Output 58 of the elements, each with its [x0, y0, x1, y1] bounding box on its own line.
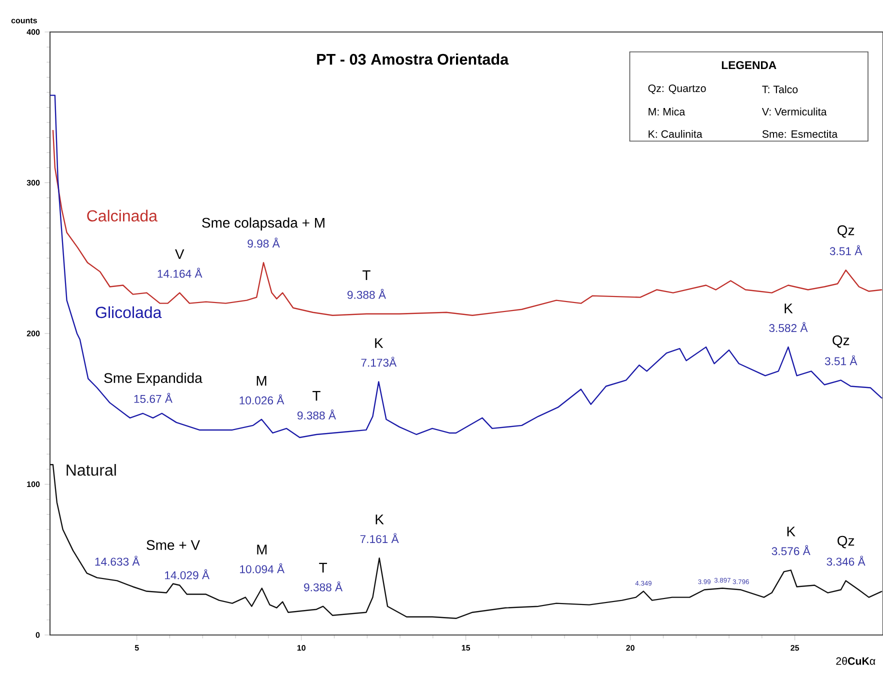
y-axis-title: counts [11, 18, 37, 24]
annotation: M [256, 376, 266, 386]
annotation: 14.633 Å [95, 556, 140, 566]
x-tick-label: 20 [626, 645, 634, 651]
annotation: 10.026 Å [240, 394, 284, 404]
annotation: K [376, 514, 384, 524]
line-series [49, 464, 883, 619]
annotation: 9.388 Å [304, 581, 343, 592]
series-label: Glicolada [96, 306, 162, 318]
annotation: V: Vermiculita [762, 108, 827, 116]
x-tick-label: 15 [462, 645, 470, 651]
text: PT - 03 Amostra Orientada [317, 53, 509, 65]
annotation: 3.51 Å [830, 245, 862, 256]
annotation: Qz [838, 536, 854, 548]
x-axis-title: 2θCuKα [836, 657, 876, 665]
annotation: K [375, 338, 384, 348]
y-tick-label: 300 [26, 180, 40, 186]
series-label: Natural [66, 464, 116, 476]
annotation: 7.161 Å [360, 533, 399, 544]
annotation: Qz [832, 335, 850, 348]
annotation: 3.576 Å [772, 545, 810, 556]
annotation: T [312, 391, 320, 401]
line-series [49, 94, 883, 438]
annotation: 9.388 Å [347, 288, 386, 299]
annotation: 15.67 Å [134, 392, 172, 403]
annotation: Sme + V [146, 540, 200, 550]
annotation: T [362, 270, 370, 280]
annotation: K [787, 526, 796, 536]
annotation: Qz: Quartzo [648, 84, 706, 94]
annotation: 10.094 Å [240, 563, 285, 574]
annotation: 14.029 Å [165, 569, 210, 580]
series-label: Calcinada [87, 210, 158, 222]
annotation: K [784, 304, 793, 314]
annotation: 7.173Å [361, 356, 397, 367]
annotation: 14.164 Å [158, 268, 202, 278]
annotation: Qz [838, 225, 854, 238]
annotation: 3.582 Å [769, 322, 808, 332]
annotation: 9.98 Å [248, 238, 280, 248]
annotation: V [175, 249, 184, 259]
annotation: Sme colapsada + M [202, 217, 324, 230]
annotation: T: Talco [762, 85, 798, 94]
annotation: M [257, 544, 267, 554]
annotation: Sme Expandida [104, 372, 202, 386]
annotation: M: Mica [648, 108, 686, 116]
y-tick-label: 100 [27, 481, 40, 488]
annotation: LEGENDA [722, 61, 776, 70]
x-tick-label: 25 [790, 645, 800, 651]
annotation: Sme: Esmectita [762, 130, 838, 138]
x-tick-label: 5 [134, 645, 139, 651]
y-tick-label: 400 [26, 29, 40, 35]
annotation: 3.51 Å [824, 355, 858, 366]
y-tick-label: 0 [36, 632, 40, 638]
x-tick-label: 10 [297, 645, 306, 651]
annotation: 9.388 Å [297, 409, 336, 420]
annotation: 3.346 Å [826, 556, 866, 566]
annotation: K: Caulinita [648, 130, 702, 138]
y-tick-label: 200 [26, 330, 40, 336]
annotation: T [319, 562, 328, 572]
